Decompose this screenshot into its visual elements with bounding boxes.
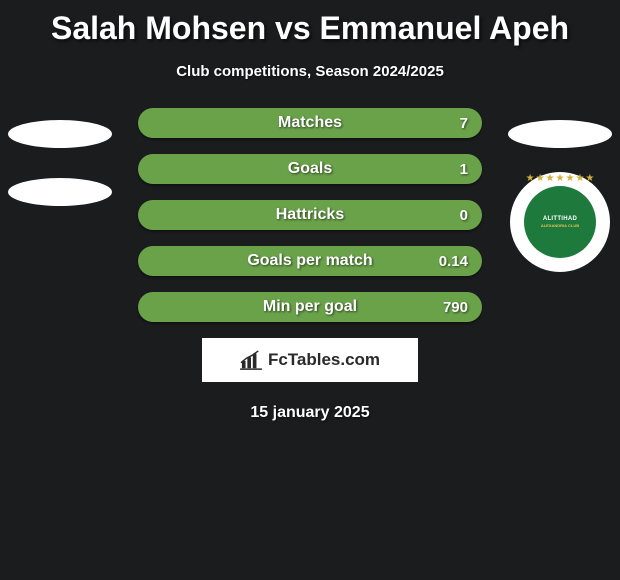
stat-bar: Goals1 <box>138 154 482 184</box>
page-title: Salah Mohsen vs Emmanuel Apeh <box>0 0 620 47</box>
stat-label: Matches <box>138 108 482 138</box>
club-badge: ★★★★★★★ALITTIHADALEXANDRIA CLUB <box>510 172 610 272</box>
star-icon: ★ <box>565 174 574 184</box>
star-icon: ★ <box>556 174 565 184</box>
stat-value-right: 0 <box>460 200 468 230</box>
site-logo: FcTables.com <box>202 338 418 382</box>
stat-label: Hattricks <box>138 200 482 230</box>
stat-label: Goals per match <box>138 246 482 276</box>
left-player-column <box>0 108 120 224</box>
stats-bars: Matches7Goals1Hattricks0Goals per match0… <box>138 108 482 322</box>
star-icon: ★ <box>585 174 594 184</box>
badge-name: ALITTIHAD <box>543 216 577 222</box>
player-oval <box>508 120 612 148</box>
star-icon: ★ <box>546 174 555 184</box>
stat-value-right: 0.14 <box>439 246 468 276</box>
club-badge-inner: ★★★★★★★ALITTIHADALEXANDRIA CLUB <box>524 186 596 258</box>
badge-subtext: ALEXANDRIA CLUB <box>541 223 579 228</box>
subtitle: Club competitions, Season 2024/2025 <box>0 63 620 80</box>
logo-text: FcTables.com <box>268 350 380 370</box>
comparison-content: ★★★★★★★ALITTIHADALEXANDRIA CLUB Matches7… <box>0 108 620 422</box>
stat-value-right: 7 <box>460 108 468 138</box>
player-oval <box>8 178 112 206</box>
star-icon: ★ <box>526 174 535 184</box>
stat-label: Goals <box>138 154 482 184</box>
stat-bar: Matches7 <box>138 108 482 138</box>
stat-bar: Min per goal790 <box>138 292 482 322</box>
right-player-column: ★★★★★★★ALITTIHADALEXANDRIA CLUB <box>500 108 620 272</box>
stat-bar: Hattricks0 <box>138 200 482 230</box>
badge-stars: ★★★★★★★ <box>524 174 596 184</box>
stat-value-right: 790 <box>443 292 468 322</box>
star-icon: ★ <box>575 174 584 184</box>
player-oval <box>8 120 112 148</box>
bar-chart-icon <box>240 350 262 370</box>
stat-value-right: 1 <box>460 154 468 184</box>
stat-label: Min per goal <box>138 292 482 322</box>
star-icon: ★ <box>536 174 545 184</box>
date-text: 15 january 2025 <box>0 404 620 422</box>
stat-bar: Goals per match0.14 <box>138 246 482 276</box>
